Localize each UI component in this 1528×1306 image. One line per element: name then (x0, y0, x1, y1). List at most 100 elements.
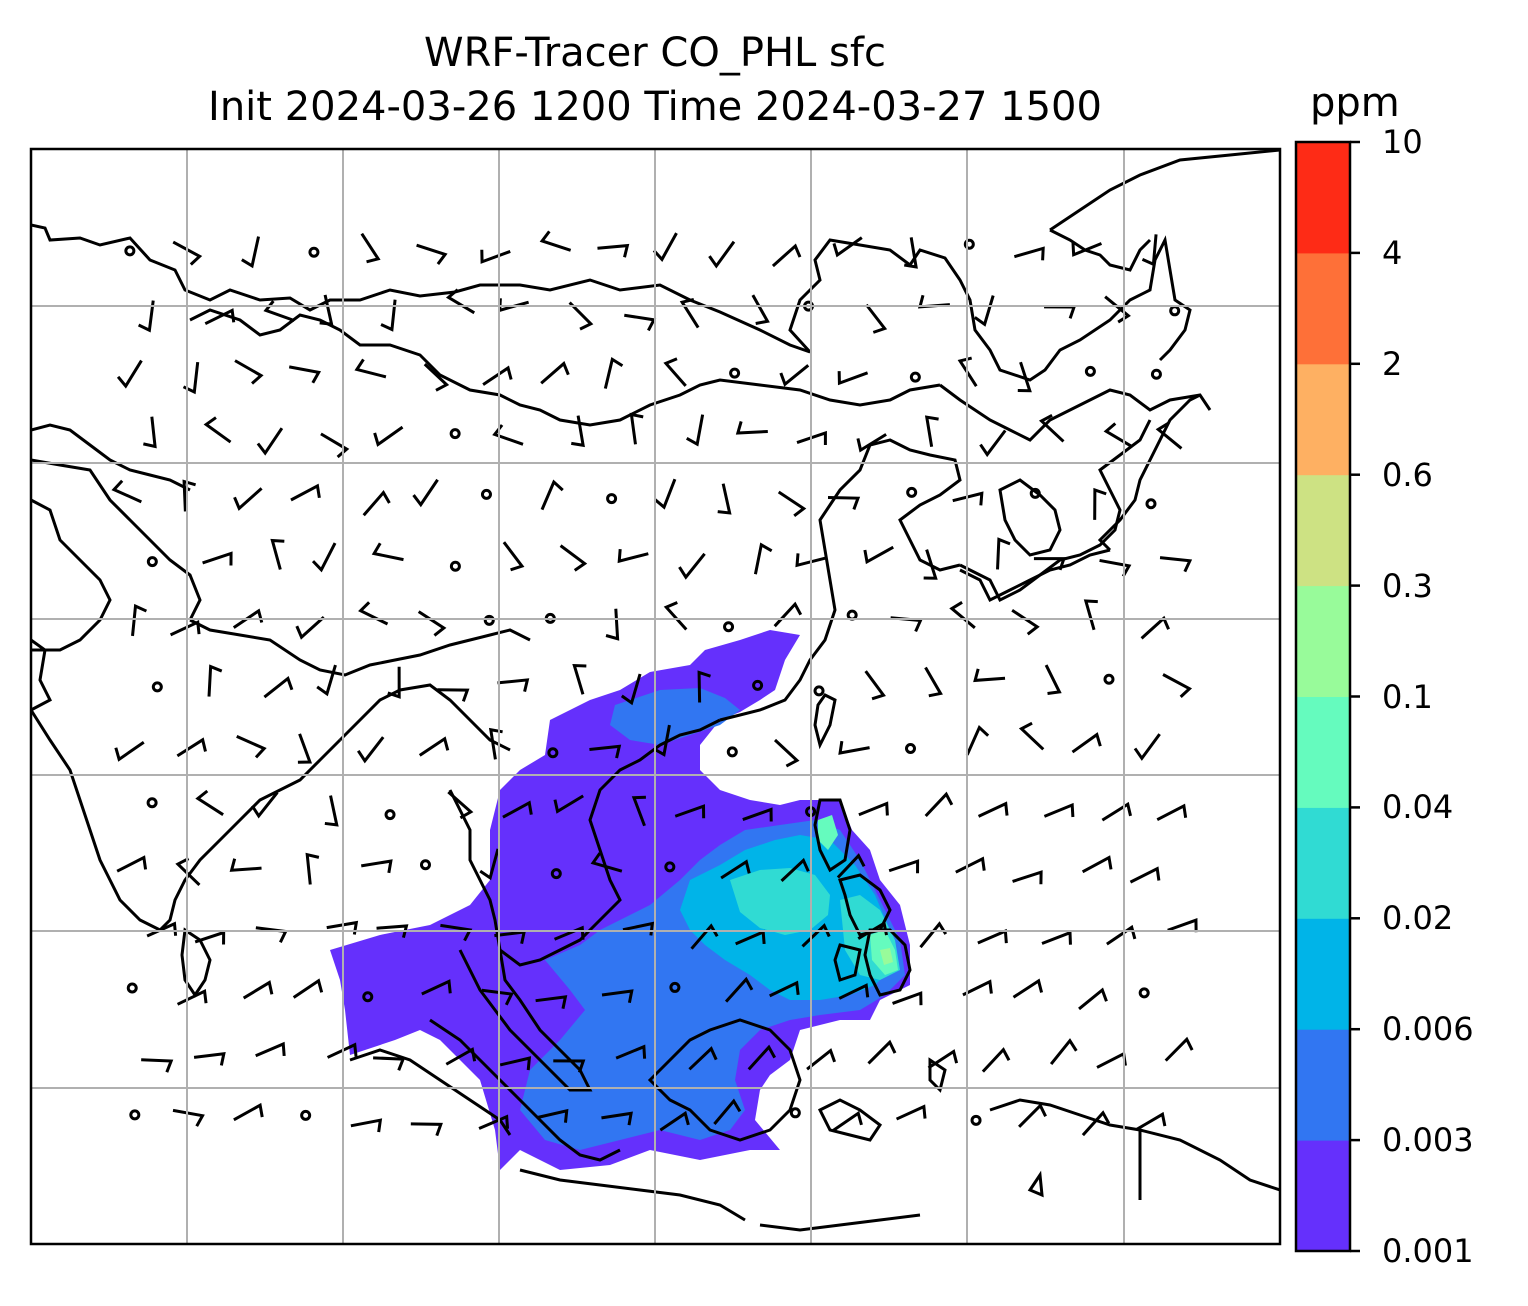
wind-barb (979, 429, 1007, 458)
wind-barb (1167, 918, 1198, 933)
wind-barb (204, 308, 236, 326)
wind-barb (250, 791, 279, 819)
wind-barb (502, 541, 525, 572)
calm-wind-circle (449, 560, 461, 572)
wind-barb (1049, 1038, 1078, 1065)
wind-barb (617, 549, 649, 564)
wind-barb (540, 479, 564, 511)
wind-barb (858, 801, 889, 817)
wind-barb (601, 1111, 633, 1126)
wind-barb (263, 676, 294, 699)
colorbar-unit-label: ppm (1310, 80, 1400, 126)
wind-barb (720, 859, 751, 880)
wind-barb (780, 857, 810, 882)
wind-barb (597, 243, 630, 258)
wind-barb (864, 670, 886, 701)
wind-barb (973, 668, 1006, 683)
calm-wind-circle (606, 493, 618, 505)
wind-barb (888, 859, 920, 874)
wind-barb (535, 995, 568, 1009)
wind-barb (624, 313, 657, 332)
wind-barb (603, 356, 624, 389)
wind-barb (568, 301, 594, 331)
wind-barb (1141, 234, 1158, 267)
colorbar-tick-label: 0.04 (1382, 788, 1454, 827)
wind-barb (753, 542, 773, 575)
calm-wind-circle (146, 556, 158, 568)
wind-barb (350, 1118, 383, 1133)
wind-barb (1018, 1103, 1047, 1128)
wind-barb (114, 740, 145, 762)
wind-barb (241, 236, 260, 269)
wind-barb (176, 737, 207, 758)
calm-wind-circle (362, 991, 374, 1003)
wind-barb (203, 416, 232, 444)
wind-barb (955, 856, 986, 874)
wind-barb (380, 299, 397, 332)
wind-barb (742, 807, 773, 822)
wind-barb (288, 365, 322, 384)
wind-barb (1093, 487, 1107, 520)
wind-barb (357, 736, 385, 764)
wind-barb (143, 416, 157, 449)
wind-barb (478, 1114, 510, 1130)
wind-barb (410, 1122, 443, 1137)
wind-barb (923, 549, 938, 580)
wind-barb (895, 1104, 927, 1121)
colorbar-tick-label: 0.6 (1382, 455, 1433, 494)
wind-barb (735, 421, 768, 435)
wind-barb (1159, 556, 1193, 573)
wind-barb (1012, 870, 1043, 885)
wind-barb (827, 495, 861, 510)
colorbar-tick-label: 10 (1382, 123, 1423, 161)
calm-wind-circle (124, 245, 136, 257)
calm-wind-circle (904, 742, 916, 754)
wind-barb (863, 545, 894, 565)
wind-barb (1018, 721, 1045, 751)
wind-barb (480, 249, 511, 264)
wind-barb (539, 230, 572, 252)
wind-barb (1044, 664, 1062, 695)
wind-barb (837, 371, 869, 386)
wind-barb (297, 733, 313, 764)
wind-barb (678, 552, 706, 580)
wind-barb (416, 243, 448, 265)
wind-barb (1041, 930, 1072, 945)
colorbar-band (1296, 696, 1350, 808)
wind-barb (952, 491, 984, 506)
wind-barb (747, 1044, 777, 1071)
colorbar-band (1296, 252, 1350, 365)
wind-barb (965, 725, 990, 756)
colorbar-tick-label: 0.3 (1382, 566, 1433, 605)
wind-barb (1078, 987, 1108, 1011)
wind-barb (1164, 1036, 1194, 1062)
wind-barb (362, 490, 391, 517)
wind-barb (981, 1047, 1011, 1073)
calm-wind-circle (729, 367, 741, 379)
wind-barb (1043, 802, 1075, 818)
wind-barb (418, 736, 450, 757)
wind-barb (1104, 295, 1131, 324)
plume-level-01 (880, 948, 893, 965)
wind-barb (423, 363, 450, 392)
wind-barb (1081, 855, 1113, 874)
wind-barb (316, 664, 337, 697)
calm-wind-circle (789, 1107, 801, 1119)
wind-barb (688, 1046, 718, 1071)
wind-barb (589, 744, 622, 759)
wind-barb (1017, 361, 1032, 393)
wind-barb (1162, 673, 1193, 698)
wind-barb (479, 848, 500, 881)
wind-barb (182, 479, 197, 512)
wind-barb (202, 551, 233, 566)
calm-wind-circle (151, 681, 163, 693)
wind-barb (629, 412, 644, 445)
wind-barb (832, 1110, 863, 1132)
wind-barb (724, 976, 754, 1003)
wind-barb (233, 1102, 264, 1122)
wind-barb (631, 795, 646, 827)
colorbar-band (1296, 474, 1350, 587)
wind-barb (137, 300, 155, 333)
wind-barb (1083, 599, 1098, 631)
